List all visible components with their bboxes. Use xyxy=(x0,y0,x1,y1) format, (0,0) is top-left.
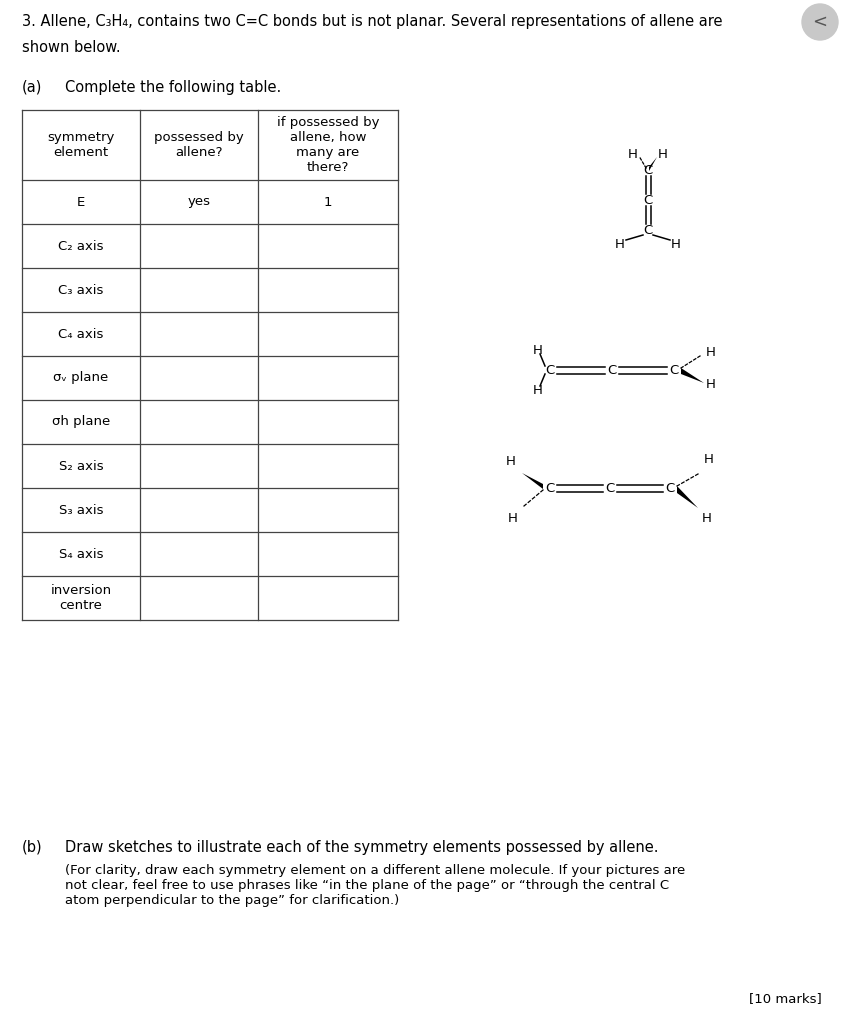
Text: C₄ axis: C₄ axis xyxy=(58,328,104,341)
Text: H: H xyxy=(533,384,543,396)
Text: C: C xyxy=(643,164,652,176)
Text: H: H xyxy=(658,148,668,161)
Polygon shape xyxy=(681,368,704,383)
Text: S₄ axis: S₄ axis xyxy=(59,548,103,560)
Text: C: C xyxy=(669,364,679,377)
Text: [10 marks]: [10 marks] xyxy=(749,992,822,1005)
Text: inversion
centre: inversion centre xyxy=(51,584,111,612)
Circle shape xyxy=(802,4,838,40)
Text: 3. Allene, C₃H₄, contains two C=C bonds but is not planar. Several representatio: 3. Allene, C₃H₄, contains two C=C bonds … xyxy=(22,14,722,29)
Text: (b): (b) xyxy=(22,840,43,855)
Text: H: H xyxy=(615,238,625,251)
Text: C: C xyxy=(643,223,652,237)
Text: yes: yes xyxy=(187,196,210,209)
Text: E: E xyxy=(77,196,85,209)
Polygon shape xyxy=(677,486,698,508)
Text: <: < xyxy=(813,13,827,31)
Text: Draw sketches to illustrate each of the symmetry elements possessed by allene.: Draw sketches to illustrate each of the … xyxy=(65,840,658,855)
Polygon shape xyxy=(522,473,543,489)
Text: H: H xyxy=(704,453,714,466)
Text: H: H xyxy=(508,512,518,525)
Text: σh plane: σh plane xyxy=(51,416,110,428)
Text: H: H xyxy=(628,148,638,161)
Text: (a): (a) xyxy=(22,80,42,95)
Text: 1: 1 xyxy=(324,196,333,209)
Text: Complete the following table.: Complete the following table. xyxy=(65,80,281,95)
Text: (For clarity, draw each symmetry element on a different allene molecule. If your: (For clarity, draw each symmetry element… xyxy=(65,864,685,907)
Text: C: C xyxy=(643,194,652,207)
Text: H: H xyxy=(706,379,716,391)
Text: S₂ axis: S₂ axis xyxy=(59,460,103,472)
Text: C: C xyxy=(545,364,555,377)
Text: possessed by
allene?: possessed by allene? xyxy=(154,131,244,159)
Text: C: C xyxy=(605,481,614,495)
Text: C: C xyxy=(608,364,617,377)
Text: H: H xyxy=(671,238,681,251)
Text: H: H xyxy=(533,343,543,356)
Text: C₂ axis: C₂ axis xyxy=(58,240,104,253)
Text: σᵥ plane: σᵥ plane xyxy=(53,372,109,384)
Text: H: H xyxy=(706,345,716,358)
Text: shown below.: shown below. xyxy=(22,40,121,55)
Text: H: H xyxy=(506,455,516,468)
Text: C: C xyxy=(665,481,674,495)
Text: S₃ axis: S₃ axis xyxy=(59,504,103,516)
Polygon shape xyxy=(649,157,657,171)
Text: C₃ axis: C₃ axis xyxy=(58,284,104,297)
Text: if possessed by
allene, how
many are
there?: if possessed by allene, how many are the… xyxy=(277,116,379,174)
Text: symmetry
element: symmetry element xyxy=(47,131,115,159)
Text: C: C xyxy=(545,481,555,495)
Text: H: H xyxy=(702,512,711,525)
